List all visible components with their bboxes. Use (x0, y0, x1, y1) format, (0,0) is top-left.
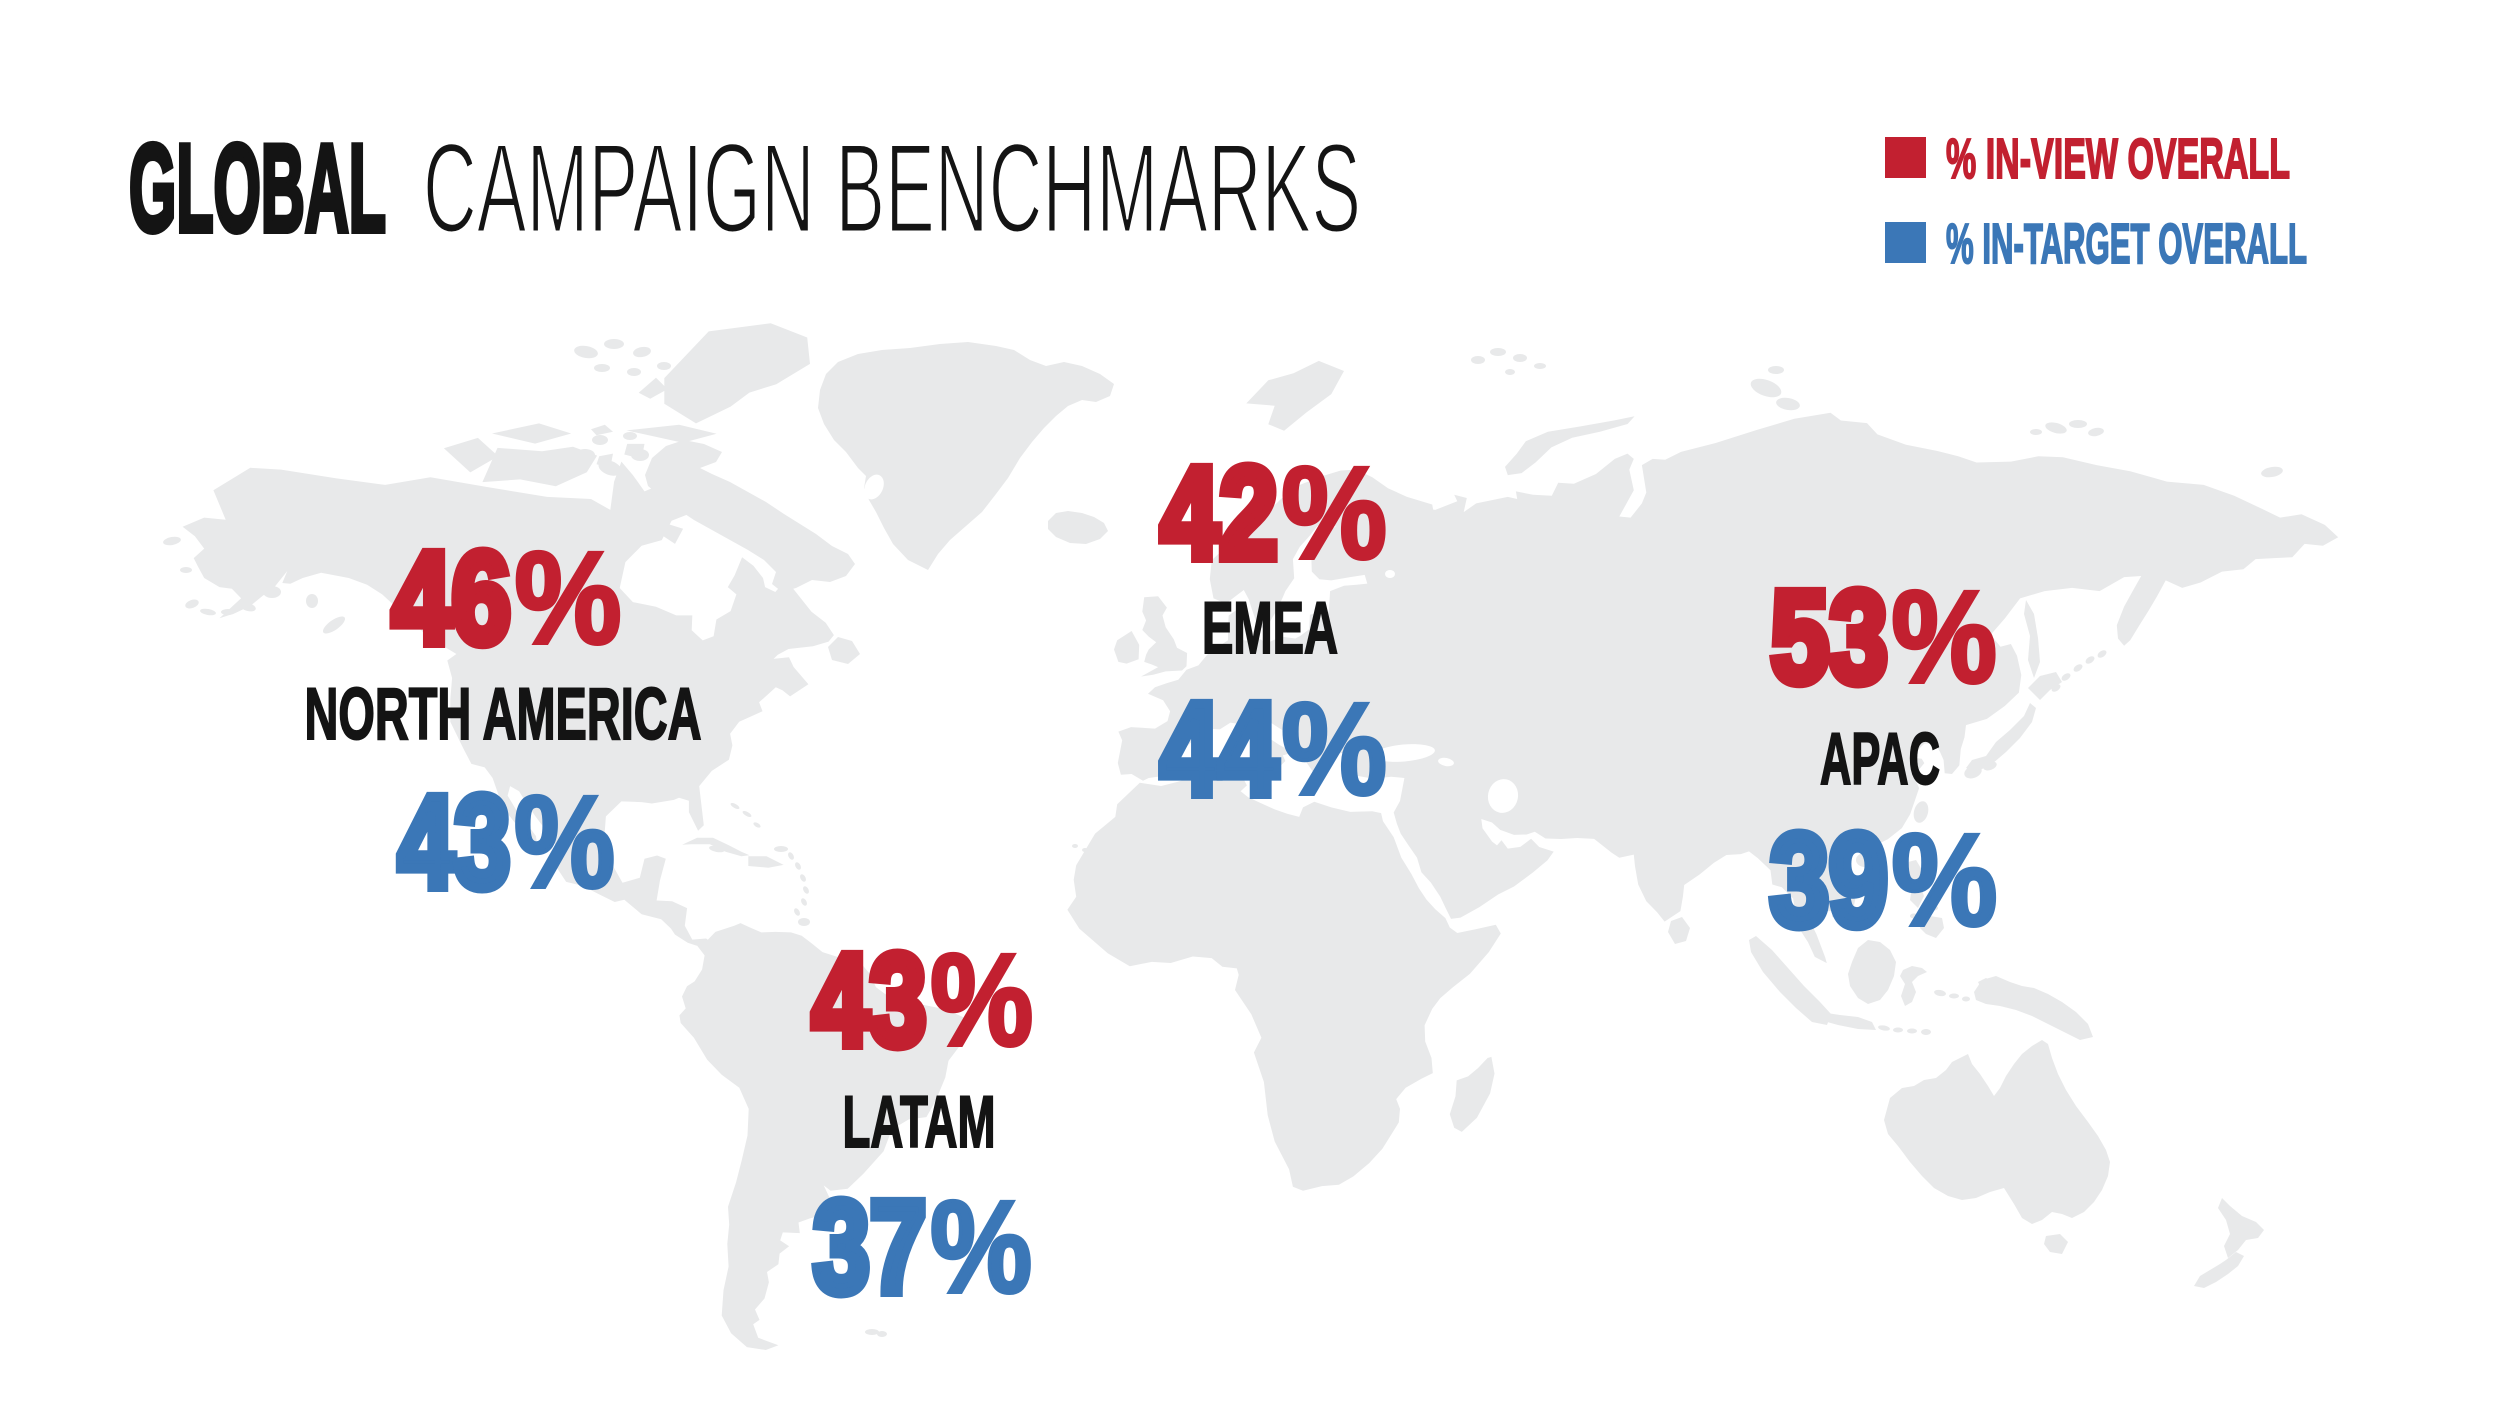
svg-text:44: 44 (1160, 675, 1278, 822)
svg-text:43: 43 (398, 768, 510, 915)
svg-text:43: 43 (812, 926, 927, 1073)
svg-text:LATAM: LATAM (843, 1082, 996, 1163)
svg-text:% IN-VIEW OVERALL: % IN-VIEW OVERALL (1946, 127, 2290, 191)
svg-text:% IN-TARGET OVERALL: % IN-TARGET OVERALL (1946, 212, 2307, 276)
svg-text:NORTH AMERICA: NORTH AMERICA (305, 674, 702, 755)
svg-text:CAMPAIGN BENCHMARKS: CAMPAIGN BENCHMARKS (423, 117, 1361, 259)
svg-text:%: % (514, 768, 615, 915)
svg-text:%: % (515, 524, 622, 671)
svg-text:37: 37 (813, 1173, 926, 1320)
svg-text:%: % (1281, 439, 1387, 586)
svg-text:%: % (930, 1173, 1032, 1320)
svg-text:46: 46 (392, 524, 511, 671)
svg-text:39: 39 (1770, 806, 1888, 953)
svg-text:APAC: APAC (1820, 719, 1940, 800)
svg-text:42: 42 (1160, 439, 1277, 586)
svg-text:%: % (1891, 563, 1997, 710)
svg-text:53: 53 (1770, 563, 1887, 710)
svg-text:%: % (930, 926, 1033, 1073)
svg-text:%: % (1891, 806, 1997, 953)
svg-text:EMEA: EMEA (1202, 588, 1338, 669)
svg-text:%: % (1281, 675, 1387, 822)
svg-text:GLOBAL: GLOBAL (129, 120, 386, 258)
